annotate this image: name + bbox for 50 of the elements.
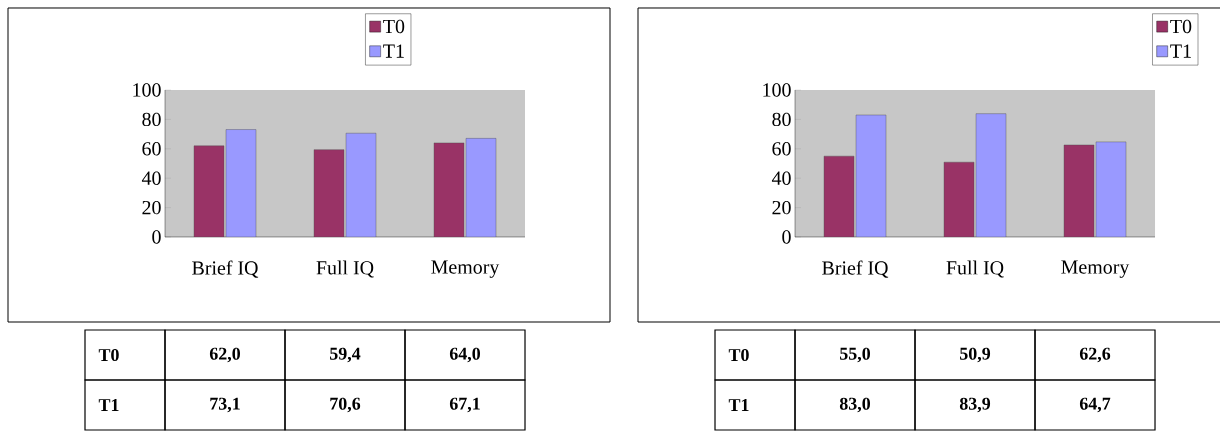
- bar: [975, 113, 1007, 237]
- data-label: 67,1: [449, 397, 480, 413]
- y-tick-label: 40: [771, 171, 791, 185]
- x-tick-label: Brief IQ: [822, 260, 889, 278]
- y-tick-label: 60: [142, 142, 161, 156]
- data-label: 83,0: [839, 397, 871, 413]
- bar: [313, 149, 345, 237]
- legend-label: T0: [383, 19, 405, 34]
- bar: [855, 114, 887, 237]
- legend-label: T1: [1170, 44, 1191, 58]
- legend-label: T1: [383, 44, 404, 58]
- data-label: 73,1: [210, 397, 240, 413]
- bar: [345, 133, 377, 237]
- bar: [433, 142, 465, 237]
- data-label: 62,0: [209, 347, 241, 363]
- bar: [1063, 144, 1095, 237]
- data-label: 50,9: [960, 347, 991, 363]
- x-tick-label: Full IQ: [316, 260, 374, 278]
- legend-label: T0: [1170, 19, 1192, 34]
- bar: [193, 145, 225, 237]
- x-tick-label: Memory: [1061, 260, 1130, 278]
- data-label: 59,4: [330, 347, 361, 363]
- text: T1: [728, 399, 749, 411]
- text: T1: [98, 399, 119, 411]
- bar: [943, 161, 975, 237]
- bar: [1095, 141, 1127, 237]
- data-label: 70,6: [330, 397, 361, 413]
- bar: [823, 155, 855, 237]
- bar: [225, 129, 257, 237]
- data-label: 83,9: [959, 397, 991, 413]
- text: T0: [98, 348, 119, 362]
- y-tick-label: 100: [133, 83, 161, 97]
- y-tick-label: 60: [772, 142, 791, 156]
- y-tick-label: 20: [142, 200, 161, 215]
- y-tick-label: 0: [152, 230, 161, 244]
- data-label: 62,6: [1079, 347, 1111, 363]
- y-tick-label: 80: [772, 112, 791, 127]
- data-label: 64,0: [449, 347, 481, 363]
- y-tick-label: 0: [782, 230, 791, 244]
- y-tick-label: 20: [772, 200, 791, 215]
- y-tick-label: 40: [141, 171, 161, 185]
- x-tick-label: Memory: [431, 260, 500, 278]
- x-tick-label: Full IQ: [946, 260, 1004, 278]
- y-tick-label: 100: [763, 83, 791, 97]
- x-tick-label: Brief IQ: [192, 260, 259, 278]
- data-label: 55,0: [840, 347, 871, 363]
- y-tick-label: 80: [142, 112, 161, 127]
- data-label: 64,7: [1079, 397, 1111, 413]
- bar: [465, 138, 497, 237]
- text: T0: [728, 348, 749, 362]
